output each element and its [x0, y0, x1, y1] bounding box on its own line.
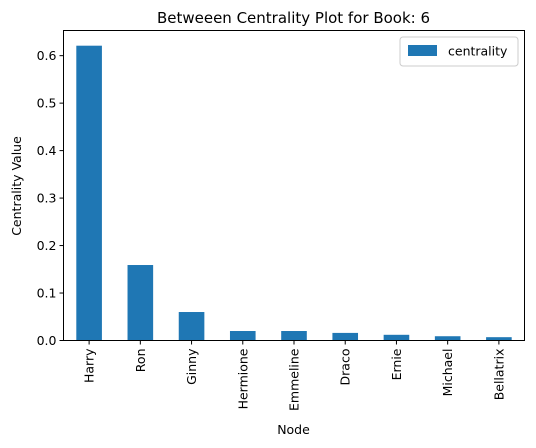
x-tick-label-harry: Harry [82, 348, 97, 383]
x-tick-label-bellatrix: Bellatrix [491, 349, 506, 401]
y-tick-label: 0.1 [37, 286, 57, 301]
bar-ernie [383, 334, 410, 341]
y-tick-label: 0.0 [37, 333, 57, 348]
bar-emmeline [281, 331, 307, 341]
bar-draco [332, 332, 359, 341]
y-axis-ticks: 0.0 0.1 0.2 0.3 0.4 0.5 0.6 [37, 48, 64, 348]
x-tick-label-michael: Michael [440, 349, 455, 397]
x-tick-label-ernie: Ernie [389, 348, 404, 380]
y-axis-label: Centrality Value [9, 136, 24, 236]
bar-michael [434, 336, 461, 341]
x-tick-label-emmeline: Emmeline [287, 348, 302, 411]
bar-bellatrix [486, 337, 512, 341]
y-tick-label: 0.6 [37, 48, 57, 63]
bar-ron [127, 265, 154, 341]
y-tick-label: 0.3 [37, 191, 57, 206]
y-tick-label: 0.5 [37, 96, 57, 111]
bar-ginny [178, 312, 205, 341]
legend: centrality [399, 36, 519, 67]
bars-group [76, 45, 512, 341]
x-axis-label: Node [277, 422, 310, 437]
x-tick-label-draco: Draco [338, 349, 353, 386]
legend-box [399, 36, 519, 67]
chart-title: Betweeen Centrality Plot for Book: 6 [157, 9, 430, 27]
bar-hermione [229, 331, 256, 341]
x-tick-label-ron: Ron [133, 349, 148, 373]
x-axis-ticks: Harry Ron Ginny Hermione Emmeline Draco Ernie M… [82, 340, 506, 411]
bar-harry [76, 45, 102, 341]
legend-label: centrality [448, 44, 508, 59]
x-tick-label-ginny: Ginny [184, 348, 199, 385]
plot-area-frame [63, 30, 525, 341]
legend-swatch [408, 45, 437, 56]
y-tick-label: 0.2 [37, 238, 57, 253]
y-tick-label: 0.4 [37, 143, 57, 158]
x-tick-label-hermione: Hermione [235, 348, 250, 409]
